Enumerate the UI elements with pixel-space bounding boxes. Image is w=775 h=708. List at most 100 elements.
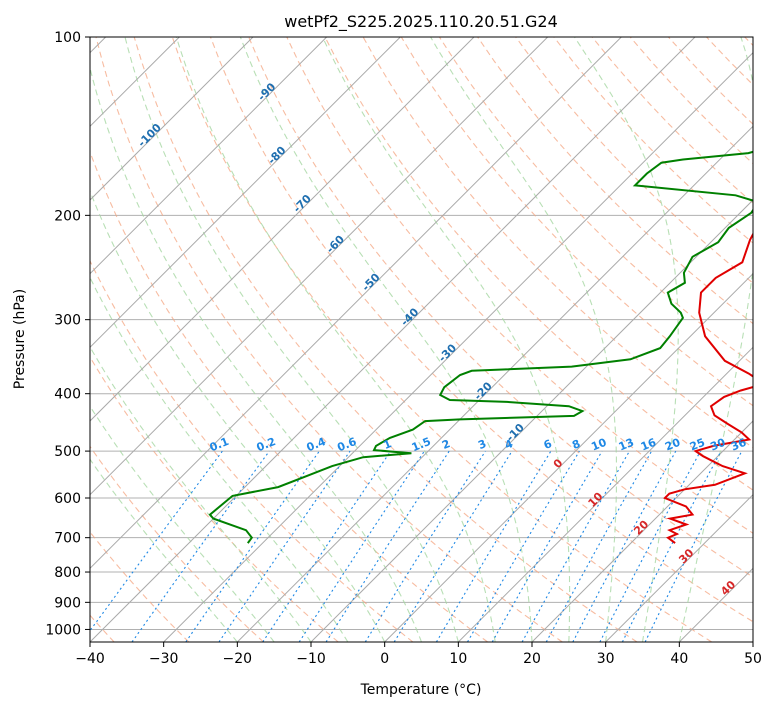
mixing-ratio-label: 8 (570, 437, 582, 452)
y-tick-label: 400 (54, 387, 81, 403)
isotherm-label: -60 (324, 232, 347, 255)
dry-adiabat-line (248, 37, 753, 578)
isotherm-line (90, 37, 475, 422)
mixing-ratio-label: 20 (663, 436, 682, 454)
dry-adiabat-line (286, 37, 753, 534)
isotherm-label: -80 (265, 144, 288, 167)
isotherm-label: 30 (676, 546, 696, 566)
isotherm-line (531, 420, 753, 642)
y-tick-label: 300 (54, 313, 81, 329)
isotherm-label: -90 (255, 80, 278, 103)
isotherm-line (90, 37, 549, 496)
y-axis-title: Pressure (hPa) (12, 289, 28, 389)
isotherm-line (310, 199, 753, 642)
plot-area: -100-90-80-70-60-50-40-30-20-10010203040… (90, 37, 753, 642)
mixing-ratio-line (262, 450, 392, 642)
isotherm-label: -50 (359, 270, 382, 293)
isotherm-line (90, 37, 696, 642)
mixing-ratio-label: 1 (382, 437, 394, 452)
isotherm-line (678, 567, 753, 642)
isotherm-label: -20 (472, 379, 495, 402)
temperature-profile (663, 232, 753, 544)
y-tick-label: 800 (54, 565, 81, 581)
mixing-ratio-line (393, 450, 513, 642)
isotherms (90, 37, 753, 642)
isotherm-line (236, 125, 753, 642)
x-tick-label: 50 (744, 651, 762, 667)
dry-adiabat-line (90, 356, 339, 642)
x-tick-label: −40 (75, 651, 105, 667)
y-tick-label: 900 (54, 595, 81, 611)
mixing-ratio-label: 16 (639, 436, 658, 454)
dry-adiabat-line (515, 37, 753, 284)
x-tick-label: −10 (296, 651, 326, 667)
dry-adiabat-line (706, 37, 753, 86)
isotherm-line (457, 346, 753, 642)
isotherm-line (605, 493, 753, 642)
mixing-ratio-line (364, 450, 486, 642)
mixing-ratio-line (572, 450, 677, 642)
isotherm-label: -100 (135, 121, 164, 150)
mixing-ratio-line (599, 450, 701, 642)
x-tick-label: 20 (523, 651, 541, 667)
moist-adiabat-line (574, 37, 679, 642)
dry-adiabat-line (553, 37, 753, 244)
x-tick-label: 0 (380, 651, 389, 667)
moist-adiabat-line (90, 405, 275, 642)
isotherm-line (90, 37, 254, 201)
isotherm-line (90, 37, 401, 349)
y-tick-label: 500 (54, 444, 81, 460)
dry-adiabat-line (90, 150, 488, 642)
mixing-ratio-label: 10 (589, 436, 608, 454)
dry-adiabat-line (209, 37, 753, 623)
isotherm-label: 20 (631, 517, 651, 537)
mixing-ratio-label: 3 (476, 437, 488, 452)
mixing-ratio-label: 2 (440, 437, 452, 452)
mixing-ratio-line (467, 450, 580, 642)
y-tick-label: 600 (54, 491, 81, 507)
x-tick-label: 30 (597, 651, 615, 667)
isotherm-label: 10 (586, 490, 606, 510)
isotherm-line (752, 641, 753, 642)
moist-adiabat-line (239, 37, 533, 642)
mixing-ratio-line (644, 450, 743, 642)
mixing-ratio-label: 36 (729, 436, 748, 454)
moist-adiabat-line (90, 189, 386, 642)
mixing-ratio-line (218, 450, 351, 642)
mixing-ratio-line (90, 450, 223, 632)
chart-title: wetPf2_S225.2025.110.20.51.G24 (284, 12, 558, 32)
x-tick-label: −20 (223, 651, 253, 667)
isotherm-line (90, 37, 328, 275)
dry-adiabat-line (324, 37, 753, 491)
dewpoint-profile (208, 150, 753, 544)
moist-adiabat-line (90, 65, 423, 642)
x-axis-title: Temperature (°C) (360, 682, 482, 698)
mixing-ratio-line (435, 450, 552, 642)
y-tick-label: 100 (54, 30, 81, 46)
dry-adiabat-line (90, 259, 414, 642)
sounding-series (208, 150, 753, 544)
moist-adiabat-line (90, 458, 238, 642)
dry-adiabats (90, 37, 753, 642)
dry-adiabat-line (95, 37, 563, 642)
x-tick-label: 40 (670, 651, 688, 667)
mixing-ratio-line (621, 450, 722, 642)
isotherm-label: 40 (718, 578, 738, 598)
moist-adiabat-line (124, 37, 459, 642)
mixing-ratio-label: 6 (542, 437, 554, 452)
x-tick-label: 10 (449, 651, 467, 667)
dry-adiabat-line (171, 37, 712, 642)
mixing-ratio-line (521, 450, 630, 642)
y-tick-label: 1000 (45, 622, 81, 638)
moist-adiabat-line (175, 37, 496, 642)
mixing-ratio-label: 25 (688, 436, 707, 454)
mixing-ratio-line (298, 450, 425, 642)
isotherm-line (90, 37, 622, 570)
moist-adiabat-line (678, 37, 753, 642)
mixing-ratio-lines (90, 450, 743, 642)
mixing-ratio-labels: 0.1 0.2 0.4 0.6 1 1.5 2 3 4 6 8 10 13 16 20 25 30 36 (208, 435, 749, 454)
mixing-ratio-line (185, 450, 320, 642)
mixing-ratio-line (545, 450, 653, 642)
mixing-ratio-line (325, 450, 450, 642)
